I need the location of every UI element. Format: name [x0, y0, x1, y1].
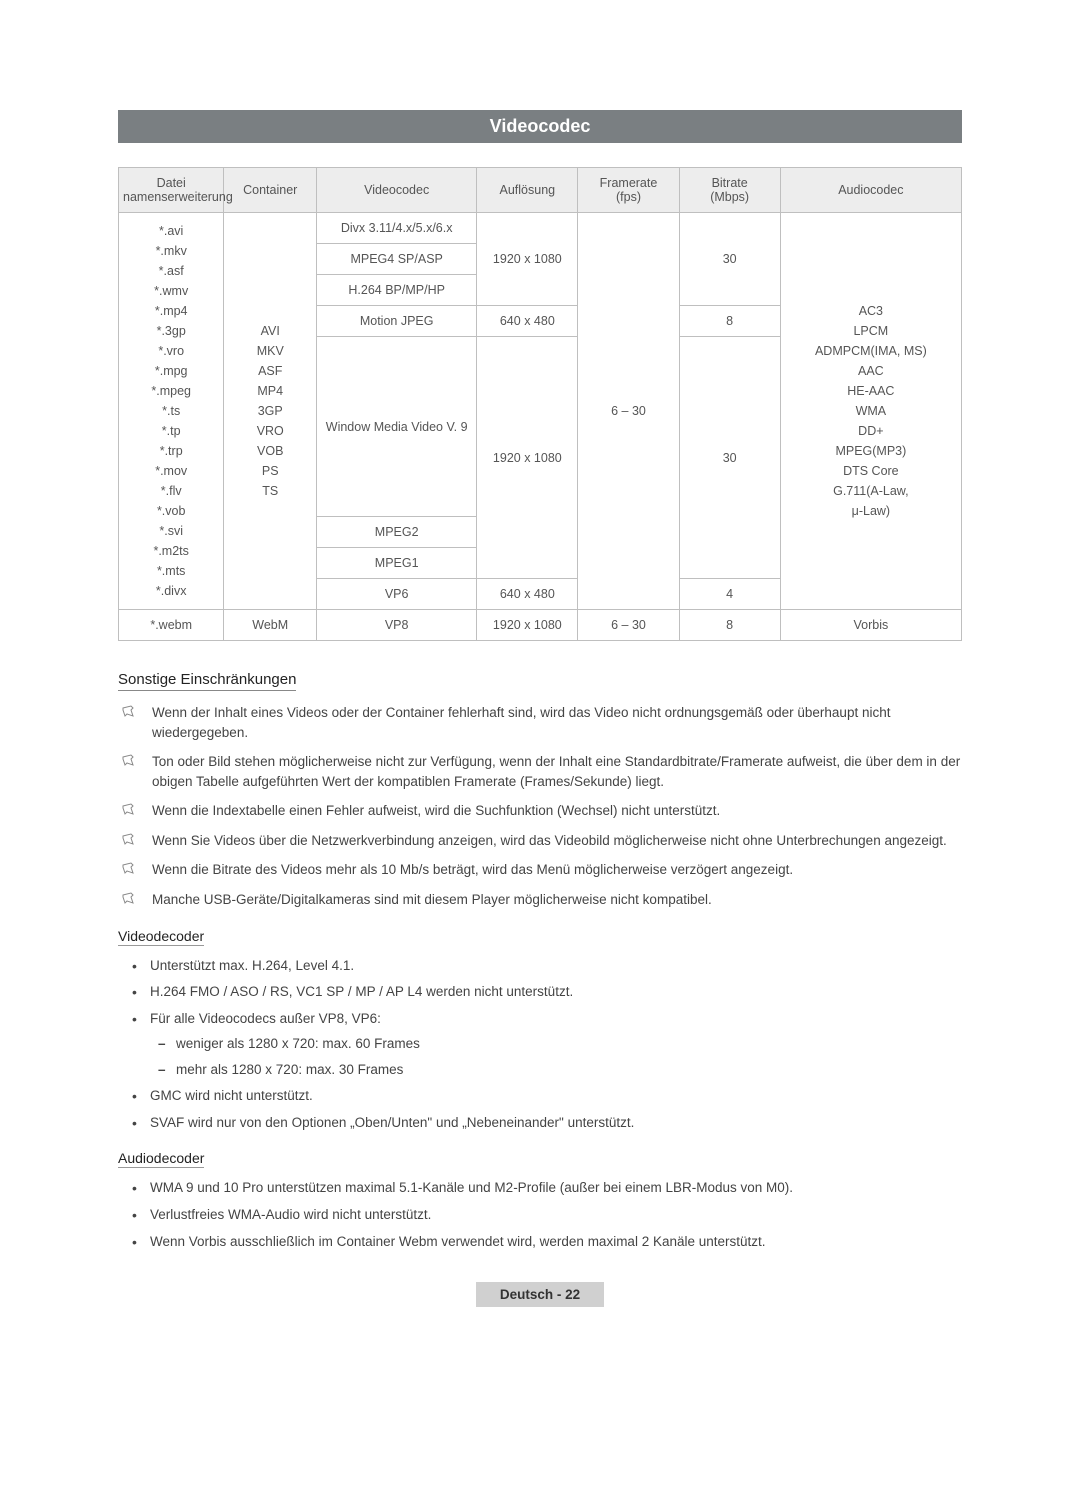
cell-webm-br: 8	[679, 610, 780, 641]
cell-br3: 30	[679, 337, 780, 579]
vd-subitem: weniger als 1280 x 720: max. 60 Frames	[172, 1034, 962, 1054]
cell-codec-2: H.264 BP/MP/HP	[317, 275, 477, 306]
page-title-bar: Videocodec	[118, 110, 962, 143]
limitations-list: Wenn der Inhalt eines Videos oder der Co…	[118, 703, 962, 910]
cell-codec-6: MPEG1	[317, 548, 477, 579]
ad-item: Verlustfreies WMA-Audio wird nicht unter…	[146, 1205, 962, 1225]
vd-item: Unterstützt max. H.264, Level 4.1.	[146, 956, 962, 976]
cell-ext: *.avi*.mkv*.asf*.wmv*.mp4*.3gp*.vro*.mpg…	[119, 213, 224, 610]
cell-webm-audio: Vorbis	[780, 610, 961, 641]
page-footer: Deutsch - 22	[118, 1287, 962, 1302]
note-icon	[122, 892, 136, 912]
vd-item: GMC wird nicht unterstützt.	[146, 1086, 962, 1106]
vd-item: SVAF wird nur von den Optionen „Oben/Unt…	[146, 1113, 962, 1133]
th-br: Bitrate(Mbps)	[679, 168, 780, 213]
vd-item: Für alle Videocodecs außer VP8, VP6: wen…	[146, 1009, 962, 1080]
note-icon	[122, 862, 136, 882]
note-icon	[122, 833, 136, 853]
th-container: Container	[224, 168, 317, 213]
cell-codec-7: VP6	[317, 579, 477, 610]
cell-webm-res: 1920 x 1080	[477, 610, 578, 641]
cell-container: AVIMKVASFMP43GPVROVOBPSTS	[224, 213, 317, 610]
th-audio: Audiocodec	[780, 168, 961, 213]
audiodecoder-title: Audiodecoder	[118, 1150, 204, 1168]
limitation-item: Wenn die Indextabelle einen Fehler aufwe…	[136, 801, 962, 821]
cell-webm-fps: 6 – 30	[578, 610, 679, 641]
note-icon	[122, 754, 136, 774]
cell-fps1: 6 – 30	[578, 213, 679, 610]
cell-webm-ext: *.webm	[119, 610, 224, 641]
cell-webm-codec: VP8	[317, 610, 477, 641]
vd-sublist: weniger als 1280 x 720: max. 60 Frames m…	[150, 1034, 962, 1079]
cell-audio: AC3LPCMADMPCM(IMA, MS)AACHE-AACWMADD+MPE…	[780, 213, 961, 610]
limitation-item: Ton oder Bild stehen möglicherweise nich…	[136, 752, 962, 791]
th-fps: Framerate(fps)	[578, 168, 679, 213]
th-res: Auflösung	[477, 168, 578, 213]
cell-codec-5: MPEG2	[317, 517, 477, 548]
cell-br1: 30	[679, 213, 780, 306]
cell-res2: 640 x 480	[477, 306, 578, 337]
videodecoder-list: Unterstützt max. H.264, Level 4.1. H.264…	[118, 956, 962, 1133]
cell-br2: 8	[679, 306, 780, 337]
vd-item: H.264 FMO / ASO / RS, VC1 SP / MP / AP L…	[146, 982, 962, 1002]
videodecoder-title: Videodecoder	[118, 928, 204, 946]
cell-res4: 640 x 480	[477, 579, 578, 610]
ad-item: Wenn Vorbis ausschließlich im Container …	[146, 1232, 962, 1252]
limitation-item: Manche USB-Geräte/Digitalkameras sind mi…	[136, 890, 962, 910]
cell-codec-4: Window Media Video V. 9	[317, 337, 477, 517]
limitation-item: Wenn Sie Videos über die Netzwerkverbind…	[136, 831, 962, 851]
audiodecoder-list: WMA 9 und 10 Pro unterstützen maximal 5.…	[118, 1178, 962, 1251]
cell-br4: 4	[679, 579, 780, 610]
page-number: Deutsch - 22	[476, 1282, 604, 1307]
note-icon	[122, 803, 136, 823]
limitations-title: Sonstige Einschränkungen	[118, 671, 296, 691]
note-icon	[122, 705, 136, 725]
cell-res1: 1920 x 1080	[477, 213, 578, 306]
cell-codec-0: Divx 3.11/4.x/5.x/6.x	[317, 213, 477, 244]
th-codec: Videocodec	[317, 168, 477, 213]
codec-table: Dateinamenserweiterung Container Videoco…	[118, 167, 962, 641]
cell-webm-container: WebM	[224, 610, 317, 641]
page-title: Videocodec	[490, 116, 591, 136]
cell-res3: 1920 x 1080	[477, 337, 578, 579]
th-ext: Dateinamenserweiterung	[119, 168, 224, 213]
cell-codec-3: Motion JPEG	[317, 306, 477, 337]
vd-subitem: mehr als 1280 x 720: max. 30 Frames	[172, 1060, 962, 1080]
cell-codec-1: MPEG4 SP/ASP	[317, 244, 477, 275]
limitation-item: Wenn die Bitrate des Videos mehr als 10 …	[136, 860, 962, 880]
limitation-item: Wenn der Inhalt eines Videos oder der Co…	[136, 703, 962, 742]
ad-item: WMA 9 und 10 Pro unterstützen maximal 5.…	[146, 1178, 962, 1198]
